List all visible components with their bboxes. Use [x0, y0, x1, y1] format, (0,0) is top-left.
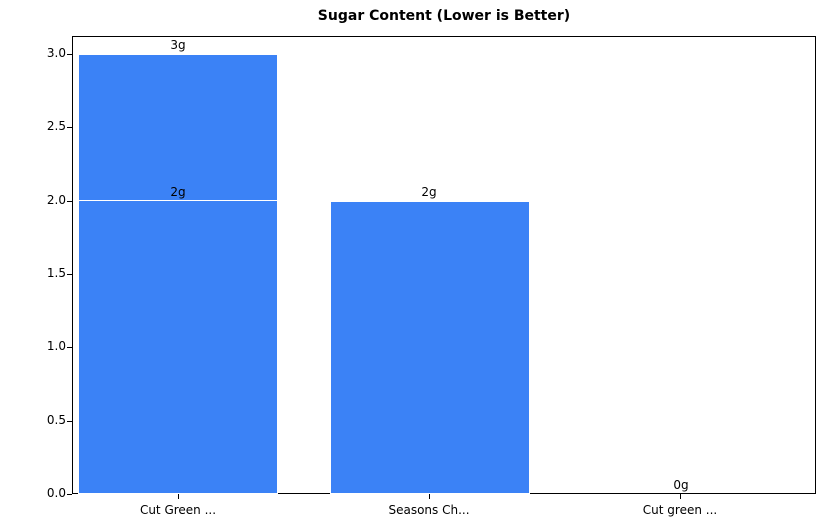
y-tick-mark [67, 54, 72, 55]
y-tick-label: 1.0 [46, 339, 66, 353]
y-tick-mark [67, 274, 72, 275]
y-tick-label: 1.5 [46, 266, 66, 280]
x-tick-mark [429, 494, 430, 499]
y-tick-mark [67, 127, 72, 128]
bar-seasons-ch [330, 201, 530, 494]
y-tick-label: 3.0 [46, 46, 66, 60]
x-tick-mark [178, 494, 179, 499]
y-tick-label: 0.0 [46, 486, 66, 500]
y-tick-label: 0.5 [46, 413, 66, 427]
y-tick-label: 2.0 [46, 193, 66, 207]
bar-value-label: 0g [673, 478, 689, 492]
y-tick-mark [67, 201, 72, 202]
bar-cut-green-2g [78, 200, 278, 494]
x-tick-label: Cut Green ... [139, 503, 217, 517]
y-tick-mark [67, 421, 72, 422]
x-tick-mark [680, 494, 681, 499]
y-tick-label: 2.5 [46, 119, 66, 133]
y-tick-mark [67, 494, 72, 495]
x-tick-label: Cut green ... [642, 503, 718, 517]
bar-value-label: 3g [170, 38, 186, 52]
bar-value-label: 2g [421, 185, 437, 199]
x-tick-label: Seasons Ch... [388, 503, 470, 517]
y-tick-mark [67, 347, 72, 348]
bar-value-label: 2g [170, 185, 186, 199]
chart-title: Sugar Content (Lower is Better) [317, 8, 571, 24]
